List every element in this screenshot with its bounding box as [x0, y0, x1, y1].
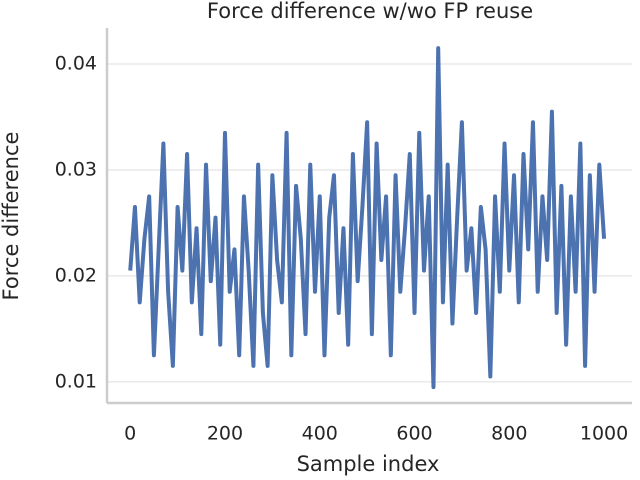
x-tick-label: 0: [124, 423, 136, 445]
y-tick-label: 0.01: [55, 370, 97, 392]
y-tick-label: 0.02: [55, 264, 97, 286]
x-tick-label: 800: [491, 423, 527, 445]
x-tick-label: 1000: [580, 423, 628, 445]
x-tick-label: 200: [207, 423, 243, 445]
y-tick-label: 0.03: [55, 158, 97, 180]
x-tick-label: 600: [396, 423, 432, 445]
x-tick-label: 400: [302, 423, 338, 445]
chart-title: Force difference w/wo FP reuse: [207, 0, 533, 23]
x-axis-label: Sample index: [297, 452, 440, 476]
y-tick-label: 0.04: [55, 53, 97, 75]
y-axis-label: Force difference: [0, 132, 23, 301]
data-line: [128, 46, 607, 390]
